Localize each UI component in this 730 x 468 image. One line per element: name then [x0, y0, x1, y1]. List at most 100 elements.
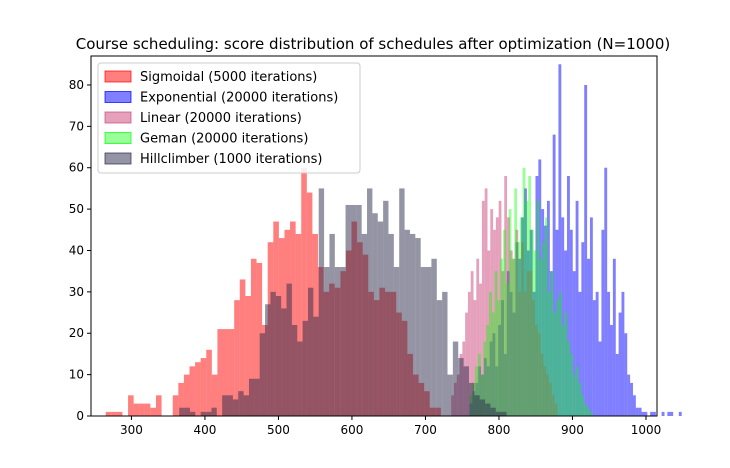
- legend-swatch: [104, 91, 132, 103]
- histogram-bar: [581, 242, 585, 416]
- histogram-bar: [239, 279, 246, 416]
- legend-box: [97, 62, 361, 174]
- histogram-bar: [426, 267, 432, 416]
- histogram-bar: [477, 353, 481, 416]
- histogram-bar: [537, 333, 541, 416]
- histogram-bar: [481, 200, 485, 416]
- histogram-bar: [245, 296, 251, 416]
- histogram-bar: [155, 395, 162, 416]
- histogram-bar: [399, 188, 405, 416]
- histogram-bar: [291, 324, 298, 416]
- histogram-bar: [575, 200, 579, 416]
- legend-label: Sigmoidal (5000 iterations): [140, 70, 317, 85]
- histogram-bar: [217, 329, 224, 416]
- histogram-bar: [361, 233, 368, 416]
- histogram-bar: [575, 366, 579, 416]
- histogram-bar: [484, 188, 488, 416]
- histogram-bar: [250, 258, 257, 416]
- histogram-bar: [539, 258, 543, 416]
- legend: Sigmoidal (5000 iterations) Exponential (…: [97, 62, 361, 174]
- histogram-bar: [195, 362, 201, 416]
- y-tick-label: 50: [69, 202, 84, 216]
- histogram-bar: [519, 217, 523, 416]
- histogram-bar: [595, 291, 599, 416]
- histogram-bar: [544, 217, 548, 416]
- histogram-bar: [518, 291, 522, 416]
- histogram-bar: [211, 407, 217, 416]
- histogram-bar: [598, 341, 602, 416]
- y-tick-label: 40: [69, 243, 84, 257]
- histogram-bar: [367, 188, 373, 416]
- histogram-bar: [512, 258, 516, 416]
- histogram-bar: [105, 411, 112, 416]
- histogram-bar: [564, 312, 568, 416]
- histogram-bar: [286, 283, 292, 416]
- histogram-bar: [552, 134, 556, 416]
- histogram-bar: [447, 374, 453, 416]
- y-tick-label: 0: [76, 409, 84, 423]
- histogram-bar: [133, 403, 140, 416]
- histogram-bar: [546, 200, 550, 416]
- histogram-bar: [486, 324, 490, 416]
- histogram-bar: [297, 341, 303, 416]
- histogram-bar: [533, 250, 537, 416]
- histogram-bar: [200, 358, 207, 416]
- histogram-bar: [541, 209, 545, 416]
- series-4: [179, 188, 507, 416]
- x-tick-label: 500: [267, 423, 290, 437]
- histogram-bar: [544, 225, 547, 416]
- histogram-bar: [578, 382, 582, 416]
- histogram-bar: [604, 167, 608, 416]
- histogram-bar: [584, 403, 587, 416]
- histogram-bar: [116, 411, 123, 416]
- legend-swatch: [104, 111, 132, 124]
- histogram-bar: [495, 411, 502, 416]
- histogram-bar: [313, 316, 319, 416]
- y-tick-label: 80: [69, 78, 84, 92]
- histogram-bar: [475, 366, 478, 416]
- histogram-bar: [505, 283, 509, 416]
- histogram-bar: [172, 395, 179, 416]
- histogram-bar: [238, 391, 244, 416]
- histogram-bar: [206, 411, 212, 416]
- histogram-bar: [340, 267, 346, 416]
- histogram-bar: [528, 176, 532, 416]
- histogram-bar: [550, 271, 554, 416]
- histogram-bar: [409, 233, 416, 416]
- histogram-bar: [254, 378, 260, 416]
- histogram-bar: [572, 271, 576, 416]
- histogram-bar: [653, 411, 656, 416]
- histogram-bar: [570, 353, 573, 416]
- histogram-bar: [372, 213, 378, 416]
- legend-swatch: [104, 152, 132, 165]
- histogram-bar: [632, 395, 636, 416]
- histogram-bar: [522, 167, 526, 416]
- series-3: [469, 167, 593, 416]
- histogram-bar: [334, 267, 341, 416]
- histogram-bar: [487, 250, 491, 416]
- histogram-bar: [501, 411, 507, 416]
- histogram-bar: [128, 395, 134, 416]
- histogram-bar: [479, 283, 482, 416]
- histogram-bar: [567, 341, 571, 416]
- histogram-bar: [558, 64, 562, 416]
- histogram-bar: [442, 291, 448, 416]
- histogram-bar: [548, 382, 552, 416]
- histogram-bar: [275, 296, 282, 416]
- plot-frame: [90, 55, 658, 417]
- x-tick-label: 800: [488, 423, 511, 437]
- histogram-bar: [420, 267, 427, 416]
- histogram-bar: [318, 188, 325, 416]
- histogram-bar: [248, 378, 255, 416]
- histogram-bar: [377, 221, 384, 416]
- histogram-bar: [393, 267, 400, 416]
- histogram-bar: [615, 353, 619, 416]
- histogram-bar: [555, 229, 559, 416]
- histogram-bar: [581, 395, 585, 416]
- histogram-bar: [546, 374, 549, 416]
- histogram-bar: [183, 374, 190, 416]
- x-tick-label: 300: [120, 423, 143, 437]
- histogram-bar: [495, 217, 499, 416]
- histogram-bar: [621, 291, 625, 416]
